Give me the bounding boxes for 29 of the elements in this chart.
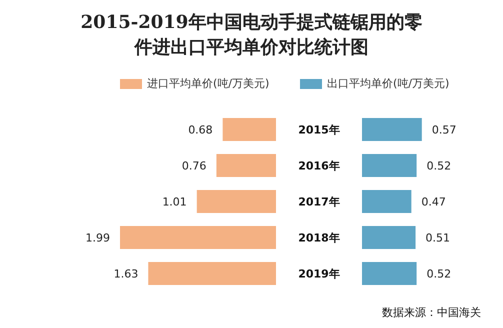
bar [120, 226, 276, 249]
y-tick-label: 2017年 [298, 196, 340, 208]
bar [148, 262, 276, 285]
y-tick-label: 2018年 [298, 232, 340, 244]
data-label: 1.63 [114, 268, 138, 280]
data-label: 0.52 [426, 268, 452, 280]
legend-label: 出口平均单价(吨/万美元) [327, 76, 450, 91]
data-label: 1.99 [86, 232, 110, 244]
data-label: 0.68 [188, 124, 213, 136]
data-label: 0.76 [182, 160, 206, 172]
bar [196, 190, 276, 213]
bar [362, 262, 417, 285]
data-label: 0.52 [426, 160, 452, 172]
y-tick-label: 2016年 [298, 160, 340, 172]
legend-label: 进口平均单价(吨/万美元) [147, 76, 270, 91]
data-label: 0.51 [426, 232, 450, 244]
bar [362, 190, 412, 213]
data-label: 0.47 [421, 196, 446, 208]
bar [362, 226, 416, 249]
bar [362, 154, 417, 177]
bar [362, 118, 422, 141]
data-label: 0.57 [432, 124, 456, 136]
bar [216, 154, 276, 177]
bar [222, 118, 276, 141]
source-note: 数据来源：中国海关 [382, 305, 481, 320]
data-label: 1.01 [162, 196, 187, 208]
y-tick-label: 2019年 [298, 268, 340, 280]
y-tick-label: 2015年 [298, 124, 340, 136]
chart-title: 2015-2019年中国电动手提式链锯用的零件进出口平均单价对比统计图 [80, 11, 423, 60]
